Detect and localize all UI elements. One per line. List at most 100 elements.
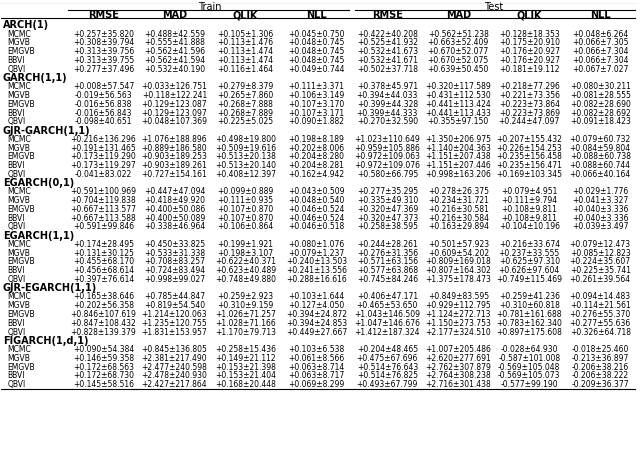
Text: +0.626±97.604: +0.626±97.604 <box>499 266 560 275</box>
Text: MAD: MAD <box>445 10 471 20</box>
Text: +0.118±122.241: +0.118±122.241 <box>142 91 207 100</box>
Text: +0.048±0.745: +0.048±0.745 <box>288 56 344 65</box>
Text: +0.029±1.776: +0.029±1.776 <box>572 187 628 196</box>
Text: +0.338±46.964: +0.338±46.964 <box>144 222 205 231</box>
Text: EMGVB: EMGVB <box>8 257 35 266</box>
Text: -0.206±38.216: -0.206±38.216 <box>572 362 629 371</box>
Text: +0.493±67.799: +0.493±67.799 <box>356 379 418 388</box>
Text: +0.116±1.464: +0.116±1.464 <box>218 64 273 74</box>
Text: +0.165±38.646: +0.165±38.646 <box>73 292 134 301</box>
Text: +0.048±107.369: +0.048±107.369 <box>141 117 207 126</box>
Text: +0.408±12.397: +0.408±12.397 <box>215 169 276 178</box>
Text: +0.079±4.951: +0.079±4.951 <box>501 187 557 196</box>
Text: +0.084±59.804: +0.084±59.804 <box>570 143 631 152</box>
Text: +0.048±0.540: +0.048±0.540 <box>288 196 344 205</box>
Text: +0.175±20.910: +0.175±20.910 <box>499 38 560 47</box>
Text: +0.513±20.140: +0.513±20.140 <box>215 161 276 170</box>
Text: +0.066±7.305: +0.066±7.305 <box>572 38 628 47</box>
Text: QBVI: QBVI <box>8 169 26 178</box>
Text: +0.667±113.588: +0.667±113.588 <box>70 213 136 222</box>
Text: +0.465±53.650: +0.465±53.650 <box>356 300 418 310</box>
Text: BBVI: BBVI <box>8 161 25 170</box>
Text: +0.447±47.094: +0.447±47.094 <box>144 187 205 196</box>
Text: +0.039±3.497: +0.039±3.497 <box>572 222 628 231</box>
Text: +0.809±169.018: +0.809±169.018 <box>426 257 491 266</box>
Text: +0.173±119.290: +0.173±119.290 <box>70 152 136 161</box>
Text: +0.103±1.644: +0.103±1.644 <box>288 292 344 301</box>
Text: +0.455±68.170: +0.455±68.170 <box>73 257 134 266</box>
Text: +0.748±49.880: +0.748±49.880 <box>215 275 276 283</box>
Text: +0.257±35.820: +0.257±35.820 <box>73 30 134 38</box>
Text: +0.061±8.566: +0.061±8.566 <box>288 353 344 362</box>
Text: -0.569±105.048: -0.569±105.048 <box>498 362 561 371</box>
Text: +0.663±52.409: +0.663±52.409 <box>428 38 489 47</box>
Text: +0.216±30.584: +0.216±30.584 <box>428 213 489 222</box>
Text: +0.639±50.450: +0.639±50.450 <box>428 64 489 74</box>
Text: +0.313±39.755: +0.313±39.755 <box>73 56 134 65</box>
Text: BBVI: BBVI <box>8 108 25 117</box>
Text: ARCH(1): ARCH(1) <box>3 20 49 31</box>
Text: EMGVB: EMGVB <box>8 362 35 371</box>
Text: +1.043±146.509: +1.043±146.509 <box>355 309 420 319</box>
Text: +0.819±54.540: +0.819±54.540 <box>144 300 205 310</box>
Text: +0.091±18.423: +0.091±18.423 <box>570 117 630 126</box>
Text: QLIK: QLIK <box>516 10 542 20</box>
Text: +0.223±73.864: +0.223±73.864 <box>499 100 560 108</box>
Text: +1.235±120.755: +1.235±120.755 <box>141 318 207 327</box>
Text: +0.225±35.741: +0.225±35.741 <box>570 266 631 275</box>
Text: +0.532±41.673: +0.532±41.673 <box>356 47 418 56</box>
Text: +1.028±71.166: +1.028±71.166 <box>215 318 276 327</box>
Text: -0.019±56.563: -0.019±56.563 <box>75 91 132 100</box>
Text: +0.727±154.161: +0.727±154.161 <box>141 169 207 178</box>
Text: +0.172±68.730: +0.172±68.730 <box>73 370 134 380</box>
Text: +0.475±67.696: +0.475±67.696 <box>356 353 418 362</box>
Text: +0.111±0.935: +0.111±0.935 <box>218 196 273 205</box>
Text: +0.169±103.345: +0.169±103.345 <box>496 169 563 178</box>
Text: +2.478±240.930: +2.478±240.930 <box>141 370 207 380</box>
Text: +0.153±21.404: +0.153±21.404 <box>215 370 276 380</box>
Text: +0.041±3.327: +0.041±3.327 <box>572 196 628 205</box>
Text: +0.046±0.518: +0.046±0.518 <box>288 222 344 231</box>
Text: EMGVB: EMGVB <box>8 152 35 161</box>
Text: +0.046±0.524: +0.046±0.524 <box>288 205 344 213</box>
Text: NLL: NLL <box>590 10 611 20</box>
Text: +0.079±1.237: +0.079±1.237 <box>288 248 344 257</box>
Text: +0.216±30.581: +0.216±30.581 <box>428 205 489 213</box>
Text: +0.378±45.971: +0.378±45.971 <box>356 82 418 91</box>
Text: MGVB: MGVB <box>8 248 31 257</box>
Text: +0.959±105.886: +0.959±105.886 <box>355 143 420 152</box>
Text: +0.555±41.888: +0.555±41.888 <box>144 38 205 47</box>
Text: +0.081±28.555: +0.081±28.555 <box>570 91 630 100</box>
Text: +0.043±0.509: +0.043±0.509 <box>288 187 344 196</box>
Text: +0.449±27.667: +0.449±27.667 <box>285 327 347 336</box>
Text: +0.514±76.825: +0.514±76.825 <box>357 370 418 380</box>
Text: +2.427±217.864: +2.427±217.864 <box>141 379 207 388</box>
Text: +0.129±123.097: +0.129±123.097 <box>141 108 207 117</box>
Text: +0.525±41.932: +0.525±41.932 <box>357 38 418 47</box>
Text: +1.047±146.676: +1.047±146.676 <box>355 318 420 327</box>
Text: +1.124±272.713: +1.124±272.713 <box>426 309 491 319</box>
Text: +0.048±0.745: +0.048±0.745 <box>288 38 344 47</box>
Text: -0.213±36.897: -0.213±36.897 <box>572 353 629 362</box>
Text: +0.080±30.211: +0.080±30.211 <box>570 82 630 91</box>
Text: QBVI: QBVI <box>8 222 26 231</box>
Text: +2.381±217.490: +2.381±217.490 <box>141 353 207 362</box>
Text: +0.783±162.340: +0.783±162.340 <box>497 318 562 327</box>
Text: +0.501±57.923: +0.501±57.923 <box>428 239 489 248</box>
Text: +0.113±1.474: +0.113±1.474 <box>218 56 273 65</box>
Text: +0.113±1.474: +0.113±1.474 <box>218 47 273 56</box>
Text: +0.326±64.718: +0.326±64.718 <box>570 327 631 336</box>
Text: +0.972±109.063: +0.972±109.063 <box>355 152 420 161</box>
Text: +0.131±30.125: +0.131±30.125 <box>73 248 134 257</box>
Text: QBVI: QBVI <box>8 64 26 74</box>
Text: +1.151±207.438: +1.151±207.438 <box>426 152 491 161</box>
Text: +1.023±110.649: +1.023±110.649 <box>355 135 420 144</box>
Text: +0.320±47.369: +0.320±47.369 <box>356 205 418 213</box>
Text: +0.204±48.465: +0.204±48.465 <box>356 344 418 353</box>
Text: -0.028±64.930: -0.028±64.930 <box>500 344 558 353</box>
Text: -0.206±38.222: -0.206±38.222 <box>572 370 629 380</box>
Text: +0.889±186.580: +0.889±186.580 <box>141 143 207 152</box>
Text: +0.320±117.589: +0.320±117.589 <box>426 82 491 91</box>
Text: +0.929±112.795: +0.929±112.795 <box>426 300 491 310</box>
Text: -0.569±105.073: -0.569±105.073 <box>498 370 561 380</box>
